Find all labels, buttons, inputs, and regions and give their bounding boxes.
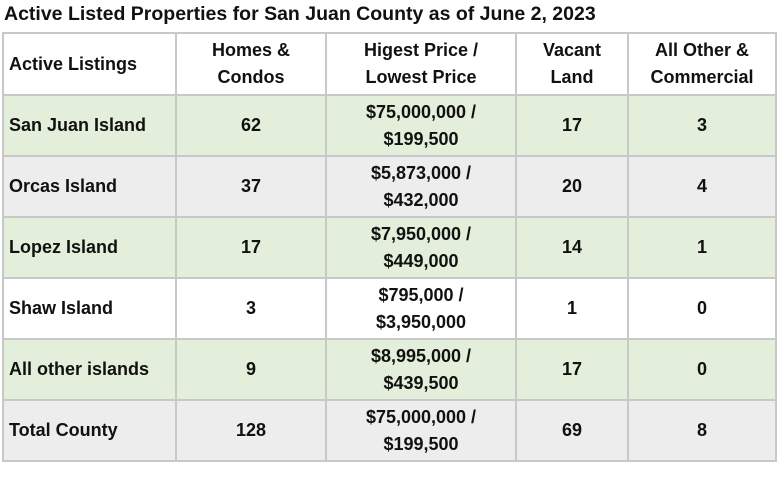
vacant-land-count: 69	[515, 399, 629, 462]
homes-count: 128	[175, 399, 327, 462]
other-commercial-count: 0	[627, 277, 777, 340]
other-commercial-count: 8	[627, 399, 777, 462]
row-name: All other islands	[2, 338, 177, 401]
price-range: $75,000,000 / $199,500	[325, 94, 517, 157]
table-row: Orcas Island 37 $5,873,000 / $432,000 20…	[2, 155, 777, 218]
page-title: Active Listed Properties for San Juan Co…	[4, 3, 596, 25]
table-row-total: Total County 128 $75,000,000 / $199,500 …	[2, 399, 777, 462]
homes-count: 9	[175, 338, 327, 401]
header-homes-condos: Homes & Condos	[175, 32, 327, 96]
other-commercial-count: 3	[627, 94, 777, 157]
header-active-listings: Active Listings	[2, 32, 177, 96]
other-commercial-count: 1	[627, 216, 777, 279]
homes-count: 37	[175, 155, 327, 218]
row-name: Total County	[2, 399, 177, 462]
vacant-land-count: 14	[515, 216, 629, 279]
table-header-row: Active Listings Homes & Condos Higest Pr…	[2, 32, 777, 96]
homes-count: 3	[175, 277, 327, 340]
homes-count: 62	[175, 94, 327, 157]
homes-count: 17	[175, 216, 327, 279]
header-vacant-land: Vacant Land	[515, 32, 629, 96]
table-row: Lopez Island 17 $7,950,000 / $449,000 14…	[2, 216, 777, 279]
vacant-land-count: 17	[515, 338, 629, 401]
other-commercial-count: 4	[627, 155, 777, 218]
price-range: $75,000,000 / $199,500	[325, 399, 517, 462]
header-price-range: Higest Price / Lowest Price	[325, 32, 517, 96]
vacant-land-count: 20	[515, 155, 629, 218]
other-commercial-count: 0	[627, 338, 777, 401]
row-name: Lopez Island	[2, 216, 177, 279]
price-range: $795,000 / $3,950,000	[325, 277, 517, 340]
table-row: All other islands 9 $8,995,000 / $439,50…	[2, 338, 777, 401]
table-row: San Juan Island 62 $75,000,000 / $199,50…	[2, 94, 777, 157]
listings-table: Active Listings Homes & Condos Higest Pr…	[2, 32, 777, 462]
header-other-commercial: All Other & Commercial	[627, 32, 777, 96]
row-name: Orcas Island	[2, 155, 177, 218]
row-name: San Juan Island	[2, 94, 177, 157]
table-row: Shaw Island 3 $795,000 / $3,950,000 1 0	[2, 277, 777, 340]
price-range: $5,873,000 / $432,000	[325, 155, 517, 218]
vacant-land-count: 17	[515, 94, 629, 157]
price-range: $8,995,000 / $439,500	[325, 338, 517, 401]
vacant-land-count: 1	[515, 277, 629, 340]
row-name: Shaw Island	[2, 277, 177, 340]
price-range: $7,950,000 / $449,000	[325, 216, 517, 279]
